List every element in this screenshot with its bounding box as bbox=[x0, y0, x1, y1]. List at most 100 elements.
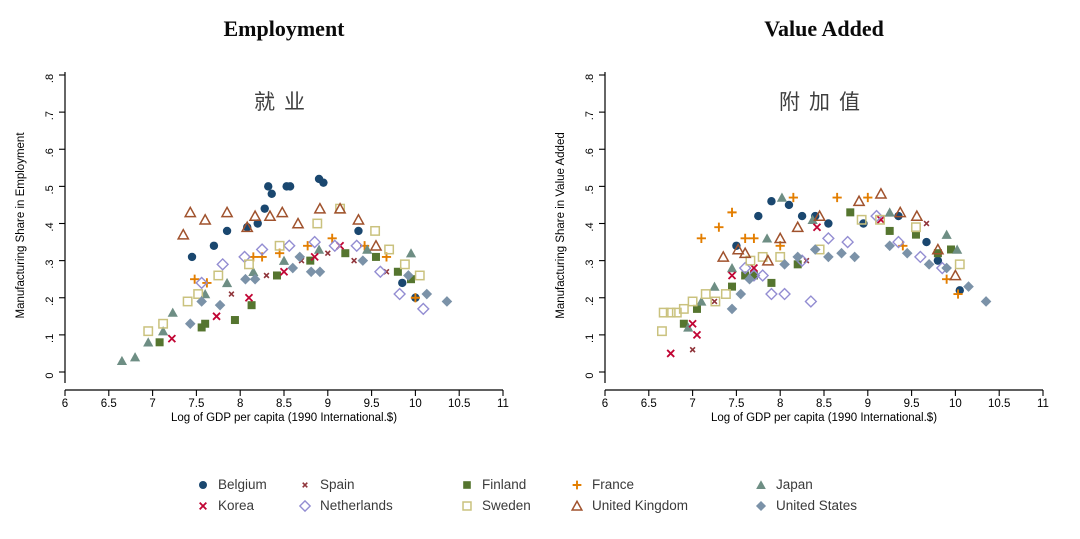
united-states-point bbox=[735, 288, 747, 300]
united-states-point bbox=[357, 255, 369, 266]
y-tick-label: .7 bbox=[44, 111, 56, 120]
finland-marker-glyph bbox=[463, 480, 471, 489]
sweden-point bbox=[700, 289, 711, 299]
y-tick-label: .3 bbox=[584, 260, 596, 269]
korea-point bbox=[666, 349, 675, 358]
sweden-point bbox=[158, 318, 169, 329]
legend-label: Netherlands bbox=[320, 498, 393, 513]
korea-point bbox=[688, 319, 697, 328]
finland-point bbox=[230, 316, 239, 325]
sweden-point bbox=[244, 259, 254, 270]
x-tick-label: 7 bbox=[149, 398, 155, 410]
x-tick-label: 6.5 bbox=[641, 398, 657, 410]
spain-marker-icon bbox=[302, 481, 308, 488]
netherlands-point bbox=[892, 235, 905, 249]
x-tick-label: 8 bbox=[777, 398, 783, 410]
united-states-point bbox=[823, 251, 834, 263]
netherlands-point bbox=[195, 276, 209, 290]
netherlands-point bbox=[841, 235, 855, 249]
korea-point bbox=[692, 330, 702, 340]
spain-point bbox=[711, 298, 718, 305]
x-tick-label: 10.5 bbox=[448, 398, 470, 410]
finland-point bbox=[728, 282, 737, 291]
x-tick-label: 11 bbox=[497, 398, 509, 410]
finland-point bbox=[767, 278, 776, 287]
france-point bbox=[410, 293, 420, 303]
japan-point bbox=[221, 277, 233, 288]
y-tick-label: .1 bbox=[584, 334, 596, 343]
x-tick-label: 10.5 bbox=[988, 398, 1010, 410]
sweden-marker-glyph bbox=[462, 500, 472, 511]
japan-point bbox=[362, 244, 373, 254]
netherlands-point bbox=[913, 250, 927, 264]
japan-point bbox=[952, 244, 963, 254]
finland-marker-icon bbox=[463, 480, 471, 489]
korea-point bbox=[212, 312, 221, 321]
united-kingdom-point bbox=[761, 254, 775, 266]
legend-label: Belgium bbox=[218, 477, 267, 492]
belgium-point bbox=[187, 252, 197, 262]
japan-point bbox=[941, 229, 952, 239]
panel-value-added: Value Added 附加值 0 .1 .2 .3 .4 .5 .6 .7 .8 6 6.5 7 7.… bbox=[540, 0, 1080, 462]
netherlands-point bbox=[328, 239, 342, 253]
y-tick-label: 0 bbox=[44, 372, 56, 378]
korea-marker-icon bbox=[199, 501, 207, 510]
finland-point bbox=[272, 271, 281, 280]
france-point bbox=[327, 233, 337, 243]
netherlands-point bbox=[282, 239, 296, 253]
japan-point bbox=[709, 281, 720, 291]
japan-point bbox=[116, 355, 128, 366]
united-states-point bbox=[314, 266, 326, 278]
legend-item-korea: Korea bbox=[196, 498, 284, 513]
belgium-point bbox=[222, 226, 232, 236]
sweden-point bbox=[678, 303, 689, 314]
japan-point bbox=[683, 322, 694, 332]
sweden-marker-icon bbox=[462, 500, 472, 511]
belgium-point bbox=[354, 226, 363, 236]
united-kingdom-point bbox=[333, 202, 347, 214]
spain-point bbox=[324, 250, 331, 257]
sweden-point bbox=[384, 244, 395, 255]
netherlands-point bbox=[350, 239, 364, 253]
x-tick-label: 10 bbox=[409, 398, 422, 410]
japan-point bbox=[696, 296, 707, 306]
korea-marker-glyph bbox=[199, 501, 207, 510]
united-kingdom-point bbox=[352, 213, 365, 225]
france-point bbox=[863, 192, 873, 203]
x-tick-label: 7 bbox=[689, 398, 695, 410]
netherlands-point bbox=[216, 257, 230, 271]
finland-point bbox=[306, 256, 315, 265]
united-states-point bbox=[963, 281, 974, 292]
united-states-point bbox=[421, 288, 433, 300]
x-tick-label: 6 bbox=[602, 398, 608, 410]
japan-point bbox=[158, 326, 169, 336]
france-point bbox=[696, 233, 706, 243]
finland-point bbox=[679, 319, 688, 328]
united-kingdom-point bbox=[313, 202, 327, 214]
legend-item-japan: Japan bbox=[754, 477, 884, 492]
netherlands-point bbox=[738, 261, 752, 275]
y-tick-label: .5 bbox=[44, 185, 56, 194]
finland-point bbox=[407, 275, 416, 284]
belgium-point bbox=[754, 211, 763, 221]
spain-marker-glyph bbox=[302, 481, 308, 488]
sweden-point bbox=[193, 289, 204, 299]
belgium-point bbox=[267, 189, 276, 198]
united-kingdom-point bbox=[931, 242, 945, 255]
sweden-point bbox=[710, 296, 721, 307]
netherlands-marker-glyph bbox=[298, 499, 312, 512]
united-states-point bbox=[779, 259, 790, 270]
x-axis-title: Log of GDP per capita (1990 Internationa… bbox=[711, 412, 937, 424]
united-states-point bbox=[214, 299, 226, 311]
panel-title-value-added: Value Added bbox=[764, 16, 884, 41]
spain-point bbox=[263, 272, 270, 279]
united-kingdom-point bbox=[813, 209, 826, 222]
finland-point bbox=[749, 271, 758, 280]
y-axis-title: Manufacturing Share in Value Added bbox=[555, 132, 567, 318]
x-tick-label: 7.5 bbox=[188, 398, 204, 410]
legend-label: Spain bbox=[320, 477, 355, 492]
japan-point bbox=[405, 248, 417, 258]
sweden-point bbox=[875, 214, 886, 225]
legend-item-sweden: Sweden bbox=[460, 498, 556, 513]
